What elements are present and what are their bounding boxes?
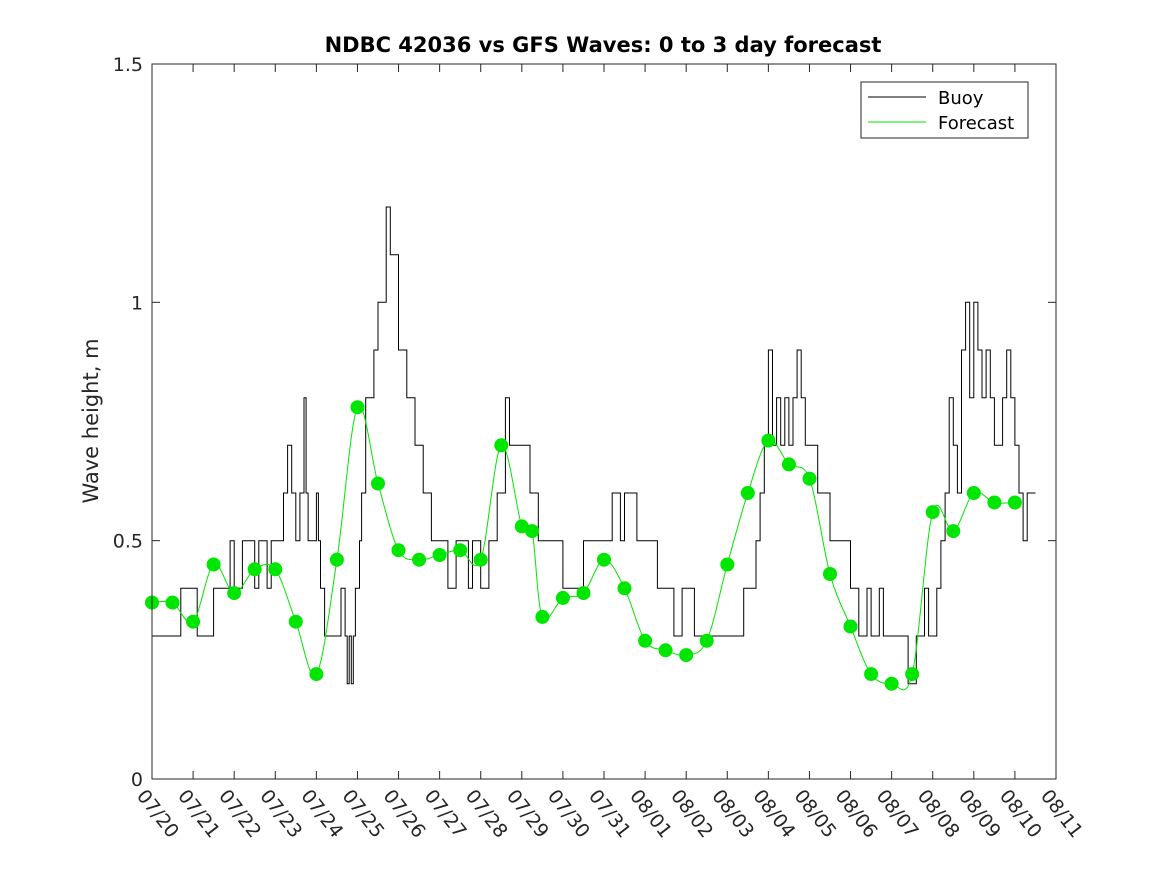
buoy-line [152, 206, 1036, 685]
y-tick-label: 1.5 [113, 54, 143, 76]
forecast-point [350, 400, 365, 415]
forecast-point [371, 476, 385, 491]
forecast-point [658, 643, 673, 658]
forecast-point [802, 471, 817, 486]
forecast-point [699, 633, 714, 648]
legend-label-forecast: Forecast [938, 113, 1014, 134]
y-tick-label: 0.5 [113, 531, 143, 553]
forecast-point [1007, 495, 1022, 510]
y-axis-label: Wave height, m [79, 338, 103, 503]
forecast-point [843, 619, 858, 634]
forecast-point [905, 667, 920, 682]
forecast-point [288, 614, 303, 629]
forecast-point [525, 524, 540, 539]
forecast-point [761, 433, 776, 448]
forecast-point [309, 667, 324, 682]
forecast-point [823, 567, 837, 581]
forecast-point [679, 648, 694, 663]
forecast-point [206, 557, 221, 572]
forecast-point [740, 486, 755, 500]
forecast-point [946, 524, 961, 539]
legend: Buoy Forecast [860, 81, 1029, 139]
forecast-point [186, 614, 201, 629]
forecast-point [391, 543, 406, 558]
forecast-point [884, 676, 899, 691]
forecast-point [925, 505, 940, 520]
forecast-point [268, 562, 283, 577]
forecast-point [227, 586, 242, 601]
forecast-point [617, 581, 632, 596]
forecast-point [165, 595, 180, 610]
forecast-point [329, 552, 344, 567]
chart-title: NDBC 42036 vs GFS Waves: 0 to 3 day fore… [325, 33, 882, 57]
forecast-point [576, 586, 591, 601]
legend-box [860, 81, 1029, 139]
forecast-point [597, 552, 611, 567]
forecast-point [987, 495, 1002, 510]
forecast-point [535, 609, 550, 624]
y-tick-label: 0 [131, 769, 143, 791]
forecast-point [432, 548, 447, 562]
forecast-point [781, 457, 796, 472]
plot-area [152, 64, 1056, 779]
forecast-point [412, 552, 427, 567]
forecast-point [555, 590, 570, 605]
forecast-point [638, 633, 653, 648]
forecast-point [966, 486, 981, 500]
forecast-point [453, 543, 468, 558]
forecast-point [473, 552, 488, 567]
forecast-point [247, 562, 262, 577]
forecast-point [720, 557, 735, 572]
forecast-point [494, 438, 509, 453]
forecast-point [864, 667, 879, 682]
y-tick-label: 1 [131, 292, 143, 314]
y-axis: 0 0.5 1 1.5 [113, 54, 1056, 791]
legend-label-buoy: Buoy [938, 88, 984, 109]
